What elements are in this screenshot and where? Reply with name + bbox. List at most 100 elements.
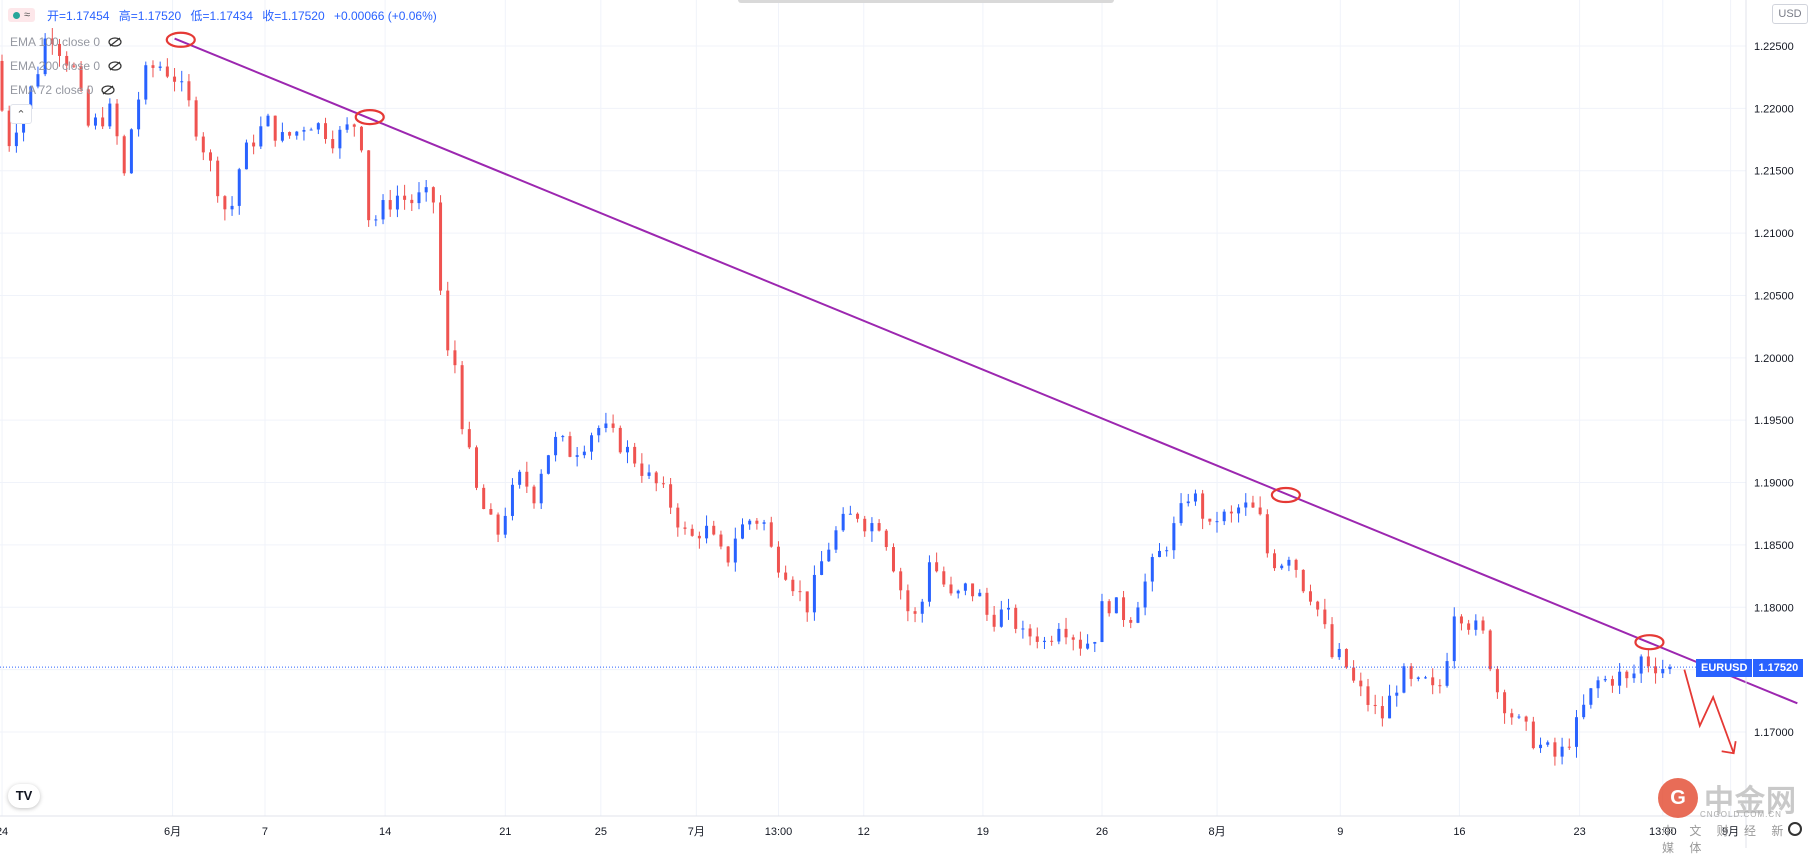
- candle-body: [388, 200, 392, 210]
- candle-body: [1114, 597, 1118, 614]
- candle-body: [942, 571, 946, 585]
- candle-body: [546, 455, 550, 474]
- candle-body: [618, 427, 622, 453]
- candle-body: [906, 590, 910, 612]
- candle-body: [187, 81, 191, 101]
- candle-body: [1107, 601, 1111, 614]
- candle-body: [1136, 607, 1140, 623]
- candle-body: [338, 129, 342, 149]
- price-tick-label: 1.21000: [1754, 228, 1794, 240]
- candle-body: [863, 518, 867, 532]
- candle-body: [72, 65, 76, 67]
- candle-body: [582, 451, 586, 456]
- candle-body: [949, 584, 953, 594]
- candle-body: [1308, 591, 1312, 602]
- eye-hidden-icon[interactable]: [101, 85, 115, 95]
- candle-body: [532, 486, 536, 504]
- price-tag-value: 1.17520: [1753, 659, 1804, 677]
- ohlc-values: 开=1.17454 高=1.17520 低=1.17434 收=1.17520 …: [47, 7, 443, 24]
- time-axis: 24 6月 7 14 21 25 7月 13:00 12 19 26 8月 9 16 23 13:00 9月: [0, 826, 1739, 838]
- time-tick-label: 9: [1337, 826, 1343, 838]
- candle-body: [791, 579, 795, 592]
- change-value: +0.00066 (+0.06%): [333, 8, 437, 23]
- candle-body: [208, 152, 212, 161]
- time-tick-label: 23: [1573, 826, 1585, 838]
- candle-body: [1172, 523, 1176, 551]
- eye-hidden-icon[interactable]: [108, 37, 122, 47]
- candle-body: [1438, 685, 1442, 687]
- candle-body: [1157, 550, 1161, 558]
- candle-body: [1524, 716, 1528, 722]
- overlay: [0, 31, 1798, 755]
- candle-body: [101, 117, 105, 127]
- candle-body: [1344, 648, 1348, 668]
- watermark-circle-icon: G: [1658, 778, 1698, 818]
- candle-body: [1495, 669, 1499, 693]
- candle-body: [891, 547, 895, 572]
- collapse-indicators-button[interactable]: ⌃: [10, 104, 32, 124]
- candle-body: [1639, 656, 1643, 674]
- candle-body: [841, 513, 845, 531]
- candle-body: [927, 562, 931, 602]
- last-price-tag: EURUSD 1.17520: [1696, 659, 1804, 677]
- time-tick-label: 6月: [164, 826, 181, 838]
- candle-body: [230, 205, 234, 210]
- indicator-row[interactable]: EMA 72 close 0: [10, 78, 122, 102]
- candle-body: [1510, 713, 1514, 718]
- candle-body: [144, 65, 148, 100]
- candle-body: [1265, 514, 1269, 554]
- candle-body: [252, 142, 256, 147]
- candle-body: [381, 200, 385, 220]
- candle-body: [1150, 557, 1154, 582]
- currency-selector[interactable]: USD: [1772, 4, 1808, 24]
- indicator-label: EMA 200 close 0: [10, 59, 101, 73]
- candle-body: [1359, 680, 1363, 687]
- candle-body: [1546, 742, 1550, 745]
- price-tick-label: 1.21500: [1754, 166, 1794, 178]
- candle-body: [1057, 628, 1061, 642]
- indicator-label: EMA 100 close 0: [10, 35, 101, 49]
- candle-body: [266, 115, 270, 127]
- candle-body: [36, 74, 40, 87]
- price-tick-label: 1.19500: [1754, 415, 1794, 427]
- candle-body: [647, 472, 651, 476]
- open-value: 开=1.17454: [47, 8, 110, 23]
- tradingview-logo[interactable]: TV: [8, 784, 40, 808]
- candle-body: [1330, 624, 1334, 658]
- candle-body: [417, 192, 421, 204]
- candle-body: [288, 132, 292, 136]
- annotation-ellipse: [1634, 634, 1665, 651]
- candle-body: [460, 365, 464, 430]
- indicator-row[interactable]: EMA 200 close 0: [10, 54, 122, 78]
- candle-body: [877, 523, 881, 531]
- indicator-row[interactable]: EMA 100 close 0: [10, 30, 122, 54]
- gear-icon[interactable]: [1788, 822, 1802, 836]
- candle-body: [1301, 569, 1305, 592]
- candle-body: [956, 590, 960, 594]
- candle-body: [1661, 669, 1665, 674]
- candle-body: [1337, 648, 1341, 658]
- candle-body: [1610, 679, 1614, 686]
- candle-body: [1646, 656, 1650, 667]
- eye-hidden-icon[interactable]: [108, 61, 122, 71]
- candle-body: [848, 513, 852, 515]
- candle-body: [453, 350, 457, 366]
- candle-body: [669, 484, 673, 508]
- candle-body: [820, 561, 824, 575]
- candle-body: [1294, 559, 1298, 570]
- market-status-pill[interactable]: ≈: [8, 8, 36, 22]
- indicator-label: EMA 72 close 0: [10, 83, 94, 97]
- candle-body: [1388, 695, 1392, 719]
- time-tick-label: 7月: [688, 826, 705, 838]
- candle-body: [661, 483, 665, 485]
- candle-body: [1237, 507, 1241, 514]
- candle-body: [316, 123, 320, 130]
- candle-body: [1488, 630, 1492, 670]
- candle-body: [1481, 620, 1485, 631]
- candle-body: [719, 534, 723, 547]
- candle-body: [489, 509, 493, 515]
- price-tick-label: 1.17000: [1754, 727, 1794, 739]
- price-tick-label: 1.22000: [1754, 103, 1794, 115]
- time-tick-label: 26: [1096, 826, 1108, 838]
